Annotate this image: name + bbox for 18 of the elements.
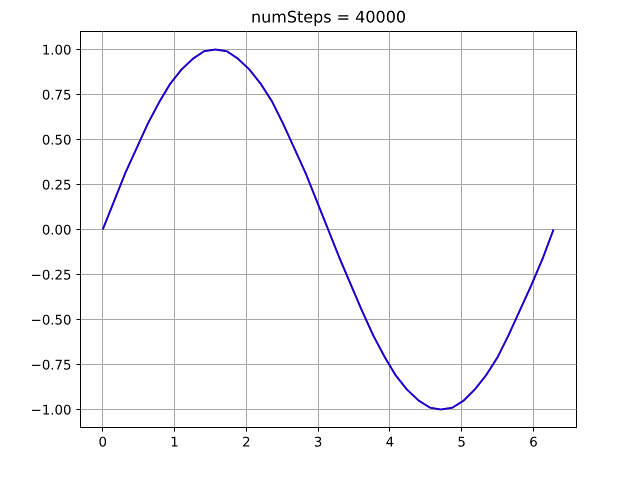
x-tick-label: 5 xyxy=(457,436,466,450)
y-tick-label: −0.75 xyxy=(30,358,72,374)
x-tick-label: 3 xyxy=(314,436,322,450)
y-tick-label: −0.50 xyxy=(30,314,72,328)
y-tick-label: 0.00 xyxy=(42,224,72,238)
y-tick-label: 0.75 xyxy=(42,88,72,104)
x-tick-label: 0 xyxy=(98,436,107,450)
y-tick-label: 0.25 xyxy=(42,178,72,194)
x-tick-label: 4 xyxy=(386,436,394,450)
x-tick-label: 2 xyxy=(242,436,251,450)
y-tick-label: 0.50 xyxy=(42,134,72,148)
line-series xyxy=(102,48,555,410)
x-tick-label: 6 xyxy=(529,436,538,450)
y-tick-label: −0.25 xyxy=(30,268,72,284)
y-tick-label: −1.00 xyxy=(30,404,72,418)
y-tick-label: 1.00 xyxy=(42,44,72,58)
x-tick-label: 1 xyxy=(170,436,179,450)
chart-title: numSteps = 40000 xyxy=(250,8,406,26)
